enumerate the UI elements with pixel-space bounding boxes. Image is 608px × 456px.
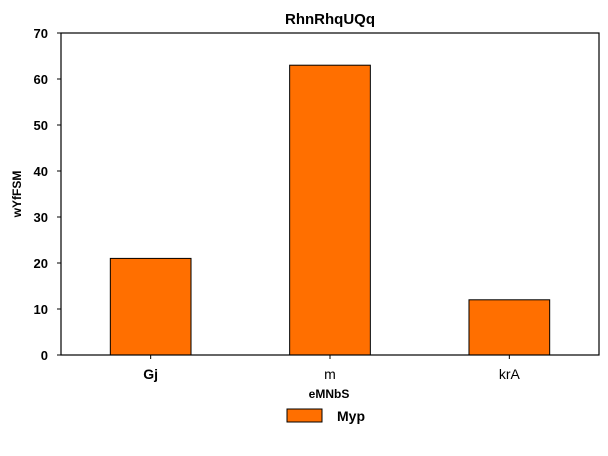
x-tick-label: m bbox=[324, 366, 336, 382]
y-tick-label: 60 bbox=[34, 72, 48, 87]
y-tick-label: 0 bbox=[41, 348, 48, 363]
y-axis-label: wYfFSM bbox=[10, 171, 24, 219]
bar-m bbox=[289, 64, 371, 356]
x-tick-label: Gj bbox=[143, 366, 158, 382]
y-tick-label: 10 bbox=[34, 302, 48, 317]
plot-frame bbox=[60, 32, 600, 356]
bar-gj bbox=[109, 257, 192, 356]
legend-label-myp: Myp bbox=[337, 408, 365, 424]
x-axis-label: eMNbS bbox=[309, 387, 350, 401]
chart-title: RhnRhqUQq bbox=[285, 11, 375, 28]
legend-swatch-myp bbox=[286, 408, 323, 423]
y-tick-label: 30 bbox=[34, 210, 48, 225]
y-tick-label: 20 bbox=[34, 256, 48, 271]
y-axis-ticks: 0 10 20 30 40 50 60 70 bbox=[34, 26, 61, 363]
y-tick-label: 40 bbox=[34, 164, 48, 179]
legend: Myp bbox=[286, 408, 365, 424]
x-tick-label: krA bbox=[499, 366, 521, 382]
x-axis-ticks: Gj m krA bbox=[143, 355, 520, 382]
bar-kra bbox=[468, 299, 551, 356]
y-tick-label: 70 bbox=[34, 26, 48, 41]
y-tick-label: 50 bbox=[34, 118, 48, 133]
bars bbox=[109, 64, 551, 356]
